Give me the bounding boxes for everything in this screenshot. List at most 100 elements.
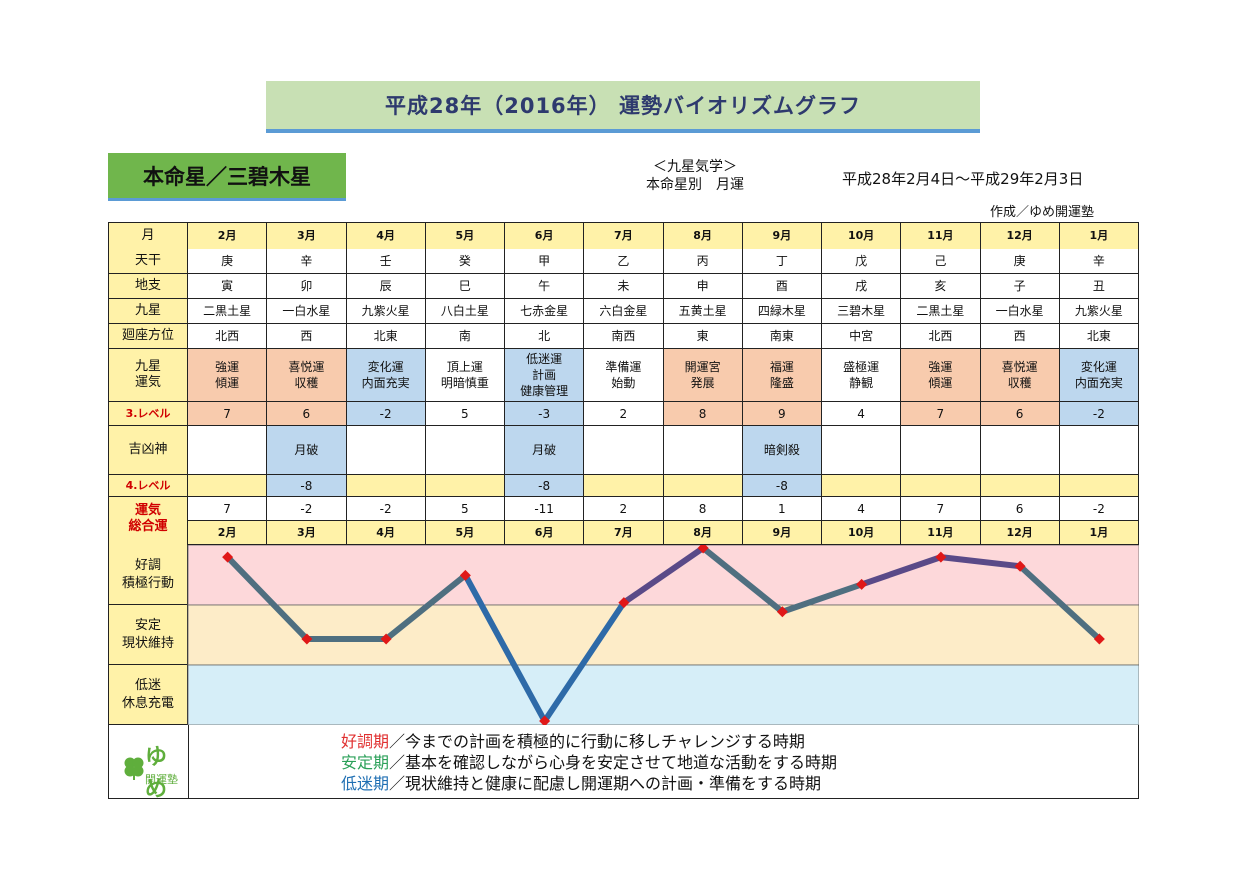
- series-segment-1: [224, 554, 310, 643]
- cell-month-12: 1月: [1059, 223, 1139, 250]
- cell-sogo-2: -2: [267, 497, 347, 521]
- legend-good: 好調期／今までの計画を積極的に行動に移しチャレンジする時期: [341, 731, 805, 753]
- cell-month-8: 9月: [742, 223, 822, 250]
- cell-houi-9: 中宮: [822, 324, 902, 349]
- series-segment-5: [541, 599, 627, 724]
- cell-kikkyo-2: 月破: [267, 426, 347, 475]
- cell-tenkan-8: 丁: [742, 249, 822, 274]
- cell-kyusei-10: 二黒土星: [901, 299, 981, 324]
- title-bar: 平成28年（2016年） 運勢バイオリズムグラフ: [266, 81, 980, 133]
- row-houi: 廻座方位 北西西北東南北南西東南東 中宮 北西西北東: [108, 324, 1139, 349]
- cell-unki-10: 強運 傾運: [901, 349, 981, 402]
- cell-kikkyo-11: [980, 426, 1060, 475]
- cell-sogo2-9: 10月: [822, 521, 902, 545]
- cell-sogo-3: -2: [346, 497, 426, 521]
- cell-level4-12: [1059, 475, 1139, 497]
- cell-level3-5: -3: [505, 402, 585, 426]
- cell-chishi-12: 丑: [1059, 274, 1139, 299]
- data-point-7月: [618, 597, 630, 609]
- cell-kikkyo-7: [663, 426, 743, 475]
- cell-houi-11: 西: [980, 324, 1060, 349]
- row-month: 月 2月 3月 4月 5月 6月 7月 8月 9月 10月 11月 12月 1月: [108, 222, 1139, 250]
- cell-sogo-7: 8: [663, 497, 743, 521]
- cell-sogo2-12: 1月: [1059, 521, 1139, 545]
- cell-kyusei-5: 七赤金星: [505, 299, 585, 324]
- cell-unki-8: 福運 隆盛: [742, 349, 822, 402]
- data-point-12月: [1014, 560, 1026, 572]
- cell-level4-5: -8: [505, 475, 585, 497]
- logo-juku: 開運塾: [145, 773, 178, 786]
- legend-low-text: ／現状維持と健康に配慮し開運期への計画・準備をする時期: [389, 774, 822, 793]
- cell-tenkan-6: 乙: [584, 249, 664, 274]
- cell-unki-1: 強運 傾運: [188, 349, 268, 402]
- cell-chishi-7: 申: [663, 274, 743, 299]
- zone-label-stable: 安定 現状維持: [108, 605, 188, 665]
- chart-svg: [187, 545, 1139, 725]
- cell-tenkan-1: 庚: [188, 249, 268, 274]
- honmeisei-label: 本命星／三碧木星: [143, 164, 311, 189]
- author: 作成／ゆめ開運塾: [990, 205, 1095, 220]
- cell-unki-2: 喜悦運 収穫: [267, 349, 347, 402]
- cell-kyusei-9: 三碧木星: [822, 299, 902, 324]
- row-sogo2: 2月 3月 4月 5月 6月 7月 8月 9月 10月 11月 12月 1月: [108, 521, 1139, 545]
- cell-chishi-3: 辰: [346, 274, 426, 299]
- cell-sogo2-7: 8月: [663, 521, 743, 545]
- cell-chishi-6: 未: [584, 274, 664, 299]
- cell-kyusei-12: 九紫火星: [1059, 299, 1139, 324]
- cell-sogo2-5: 6月: [505, 521, 585, 545]
- data-point-4月: [380, 633, 392, 645]
- page-title: 平成28年（2016年） 運勢バイオリズムグラフ: [385, 94, 861, 118]
- zone-band-1: [187, 604, 1139, 666]
- row-label-chishi: 地支: [108, 274, 188, 299]
- cell-kikkyo-10: [901, 426, 981, 475]
- cell-level3-4: 5: [425, 402, 505, 426]
- cell-kikkyo-9: [822, 426, 902, 475]
- series-segment-7: [700, 545, 786, 615]
- legend-low: 低迷期／現状維持と健康に配慮し開運期への計画・準備をする時期: [341, 773, 821, 795]
- row-label-houi: 廻座方位: [108, 324, 188, 349]
- cell-level3-2: 6: [267, 402, 347, 426]
- data-point-1月: [1093, 633, 1105, 645]
- cell-tenkan-10: 己: [901, 249, 981, 274]
- zone-label-low-text: 低迷 休息充電: [121, 677, 174, 711]
- cell-tenkan-3: 壬: [346, 249, 426, 274]
- row-label-kyusei: 九星: [108, 299, 188, 324]
- cell-level3-1: 7: [188, 402, 268, 426]
- legend-low-keyword: 低迷期: [341, 774, 390, 793]
- cell-sogo2-3: 4月: [346, 521, 426, 545]
- row-kyusei: 九星 二黒土星 一白水星 九紫火星 八白土星 七赤金星 六白金星 五黄土星 四緑木星 三碧木星 二黒…: [108, 299, 1139, 324]
- row-level3: 3.レベル 7 6 -2 5 -3 2 8 9 4 7 6 -2: [108, 402, 1139, 426]
- cell-level3-7: 8: [663, 402, 743, 426]
- cell-houi-4: 南: [425, 324, 505, 349]
- cell-level3-6: 2: [584, 402, 664, 426]
- cell-level4-2: -8: [267, 475, 347, 497]
- cell-chishi-10: 亥: [901, 274, 981, 299]
- cell-sogo2-6: 7月: [584, 521, 664, 545]
- cell-level3-8: 9: [742, 402, 822, 426]
- cell-level4-3: [346, 475, 426, 497]
- cell-unki-7: 開運宮 発展: [663, 349, 743, 402]
- row-label-kikkyo: 吉凶神: [108, 426, 188, 475]
- cell-tenkan-7: 丙: [663, 249, 743, 274]
- cell-month-1: 2月: [188, 223, 268, 250]
- cell-kyusei-11: 一白水星: [980, 299, 1060, 324]
- date-range: 平成28年2月4日～平成29年2月3日: [842, 170, 1084, 188]
- cell-unki-4: 頂上運 明暗慎重: [425, 349, 505, 402]
- cell-level4-1: [188, 475, 268, 497]
- row-label-level3: 3.レベル: [108, 402, 188, 426]
- cell-level3-12: -2: [1059, 402, 1139, 426]
- cell-tenkan-2: 辛: [267, 249, 347, 274]
- cell-level4-4: [425, 475, 505, 497]
- cell-kyusei-7: 五黄土星: [663, 299, 743, 324]
- data-point-9月: [776, 606, 788, 618]
- logo-yume: ゆめ: [145, 745, 168, 802]
- series-segment-8: [779, 581, 865, 615]
- cell-level4-8: -8: [742, 475, 822, 497]
- cell-tenkan-12: 辛: [1059, 249, 1139, 274]
- cell-month-4: 5月: [425, 223, 505, 250]
- cell-unki-3: 変化運 内面充実: [346, 349, 426, 402]
- cell-month-7: 8月: [663, 223, 743, 250]
- cell-tenkan-5: 甲: [505, 249, 585, 274]
- cell-level4-6: [584, 475, 664, 497]
- cell-houi-10: 北西: [901, 324, 981, 349]
